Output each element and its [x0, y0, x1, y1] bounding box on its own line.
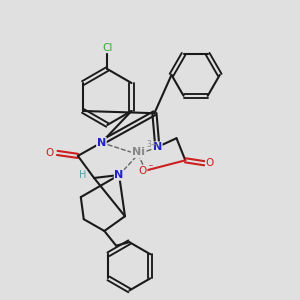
- Text: N: N: [115, 170, 124, 180]
- Text: O: O: [139, 166, 147, 176]
- Text: N: N: [153, 142, 162, 152]
- Text: N: N: [97, 138, 106, 148]
- Text: O: O: [206, 158, 214, 168]
- Text: Cl: Cl: [102, 43, 112, 52]
- Text: –: –: [148, 161, 152, 170]
- Text: Ni: Ni: [132, 147, 145, 157]
- Text: 3+: 3+: [147, 140, 158, 149]
- Text: O: O: [46, 148, 54, 158]
- Text: H: H: [79, 170, 87, 180]
